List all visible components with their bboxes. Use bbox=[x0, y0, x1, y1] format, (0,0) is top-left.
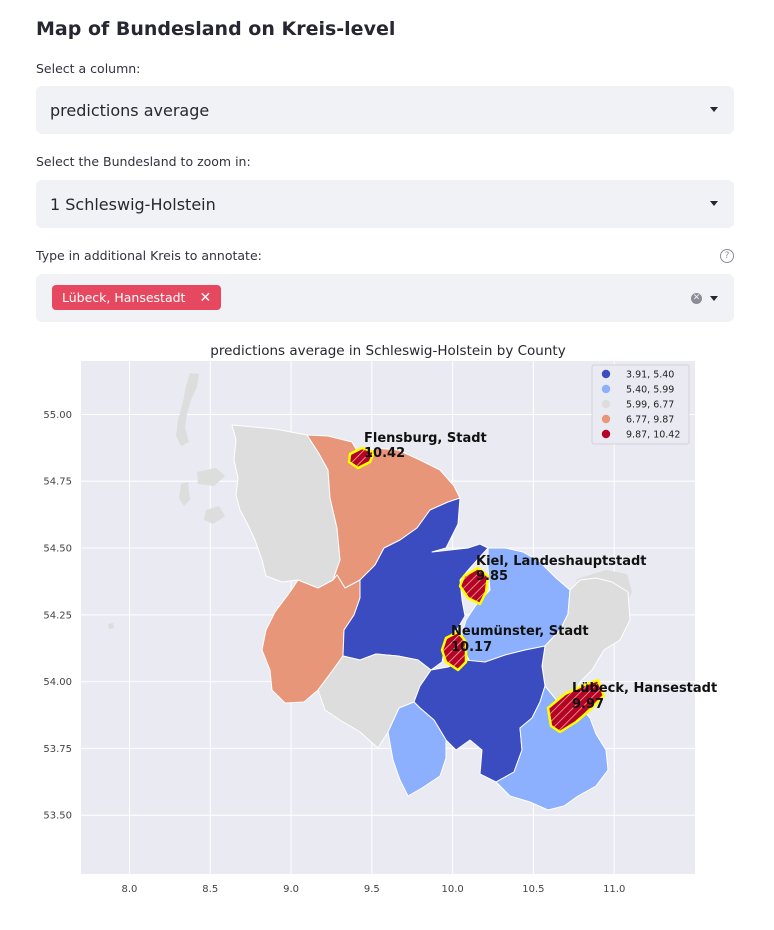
close-icon[interactable]: ✕ bbox=[199, 289, 212, 306]
legend-marker bbox=[601, 414, 611, 424]
bundesland-select-value: 1 Schleswig-Holstein bbox=[50, 194, 216, 214]
annotation-neumuenster-name: Neumünster, Stadt bbox=[451, 624, 589, 639]
kreis-multiselect-label: Type in additional Kreis to annotate: bbox=[36, 248, 262, 263]
chart-title: predictions average in Schleswig-Holstei… bbox=[210, 343, 565, 359]
annotations: Flensburg, Stadt 10.42 Kiel, Landeshaupt… bbox=[364, 431, 717, 712]
page-title: Map of Bundesland on Kreis-level bbox=[36, 18, 396, 40]
legend-label: 9.87, 10.42 bbox=[626, 430, 680, 441]
region-kiel bbox=[458, 566, 490, 606]
chevron-down-icon[interactable] bbox=[710, 296, 718, 301]
chevron-down-icon[interactable] bbox=[710, 201, 718, 206]
legend-label: 3.91, 5.40 bbox=[626, 370, 674, 381]
selected-tag: Lübeck, Hansestadt ✕ bbox=[52, 285, 222, 310]
region-pellworm bbox=[204, 506, 225, 524]
chevron-down-icon[interactable] bbox=[710, 107, 718, 112]
region-amrum bbox=[179, 482, 190, 506]
kreis-regions bbox=[108, 373, 632, 811]
legend-marker bbox=[601, 429, 611, 439]
region-luebeck bbox=[546, 678, 606, 734]
annotation-luebeck-name: Lübeck, Hansestadt bbox=[572, 681, 717, 696]
legend-marker bbox=[601, 384, 611, 394]
legend-label: 6.77, 9.87 bbox=[626, 415, 674, 426]
x-tick-label: 9.5 bbox=[364, 884, 380, 895]
y-tick-label: 54.50 bbox=[43, 544, 72, 555]
legend-box bbox=[591, 364, 690, 445]
annotation-luebeck-value: 9.97 bbox=[572, 697, 604, 712]
legend-marker bbox=[601, 399, 611, 409]
x-tick-label: 8.0 bbox=[122, 884, 138, 895]
y-axis: 53.50 53.75 54.00 54.25 54.50 54.75 55.00 bbox=[43, 410, 72, 822]
x-axis: 8.0 8.5 9.0 9.5 10.0 10.5 11.0 bbox=[122, 884, 626, 895]
question-circle-icon[interactable]: ? bbox=[720, 249, 734, 263]
clear-circle-icon[interactable]: ✕ bbox=[691, 293, 702, 304]
annotation-flensburg-name: Flensburg, Stadt bbox=[364, 431, 487, 446]
column-select[interactable]: predictions average bbox=[36, 86, 734, 134]
region-rendsburg-eckernfoerde bbox=[342, 497, 489, 671]
region-helgoland bbox=[108, 623, 114, 629]
x-tick-label: 9.0 bbox=[283, 884, 299, 895]
choropleth-map: predictions average in Schleswig-Holstei… bbox=[43, 343, 717, 895]
bundesland-select[interactable]: 1 Schleswig-Holstein bbox=[36, 180, 734, 228]
region-ostholstein bbox=[541, 577, 631, 703]
legend-label: 5.99, 6.77 bbox=[626, 400, 674, 411]
y-tick-label: 53.75 bbox=[43, 744, 72, 755]
region-neumuenster bbox=[440, 630, 468, 672]
x-tick-label: 8.5 bbox=[202, 884, 218, 895]
kreis-multiselect[interactable]: Lübeck, Hansestadt ✕ ✕ bbox=[36, 274, 734, 322]
bundesland-select-label: Select the Bundesland to zoom in: bbox=[36, 154, 251, 169]
y-tick-label: 53.50 bbox=[43, 811, 72, 822]
annotation-neumuenster-value: 10.17 bbox=[451, 640, 492, 655]
annotation-kiel-name: Kiel, Landeshauptstadt bbox=[476, 554, 647, 569]
x-tick-label: 10.5 bbox=[522, 884, 544, 895]
y-tick-label: 55.00 bbox=[43, 410, 72, 421]
legend: 3.91, 5.40 5.40, 5.99 5.99, 6.77 6.77, 9.87… bbox=[591, 364, 690, 445]
annotation-kiel-value: 9.85 bbox=[476, 569, 508, 584]
legend-marker bbox=[601, 369, 611, 379]
y-tick-label: 54.00 bbox=[43, 677, 72, 688]
selected-tag-label: Lübeck, Hansestadt bbox=[62, 290, 186, 305]
y-tick-label: 54.75 bbox=[43, 477, 72, 488]
annotation-flensburg-value: 10.42 bbox=[364, 446, 405, 461]
column-select-label: Select a column: bbox=[36, 61, 141, 76]
column-select-value: predictions average bbox=[50, 100, 210, 120]
region-foehr bbox=[197, 468, 225, 486]
region-pinneberg bbox=[387, 701, 447, 797]
region-sylt bbox=[176, 373, 199, 446]
y-tick-label: 54.25 bbox=[43, 610, 72, 621]
legend-label: 5.40, 5.99 bbox=[626, 385, 674, 396]
x-tick-label: 11.0 bbox=[603, 884, 625, 895]
x-tick-label: 10.0 bbox=[441, 884, 463, 895]
region-flensburg bbox=[347, 446, 376, 470]
